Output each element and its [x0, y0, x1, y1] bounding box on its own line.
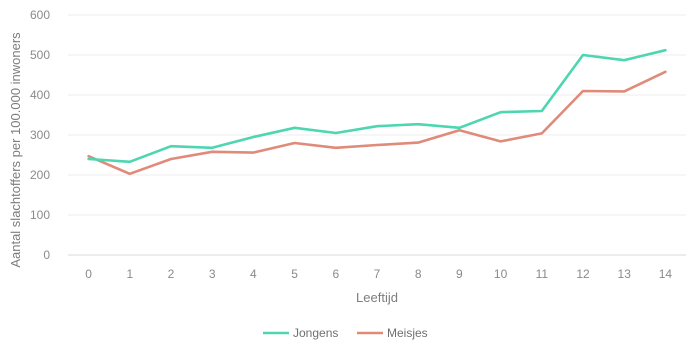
y-tick-label: 100: [30, 208, 50, 222]
x-tick-label: 4: [250, 267, 257, 281]
x-tick-label: 6: [332, 267, 339, 281]
legend-label: Meisjes: [387, 326, 428, 340]
x-tick-label: 5: [291, 267, 298, 281]
legend-item-jongens: Jongens: [263, 326, 338, 340]
x-tick-label: 13: [618, 267, 632, 281]
x-tick-label: 3: [209, 267, 216, 281]
y-axis-title: Aantal slachtoffers per 100.000 inwoners: [8, 32, 23, 268]
x-tick-label: 12: [576, 267, 590, 281]
x-tick-label: 7: [374, 267, 381, 281]
gridlines: [68, 15, 686, 255]
y-tick-label: 600: [30, 8, 50, 22]
x-axis-title: Leeftijd: [356, 290, 398, 305]
y-tick-label: 200: [30, 168, 50, 182]
legend: Jongens Meisjes: [263, 326, 428, 340]
x-tick-label: 14: [659, 267, 673, 281]
x-tick-label: 10: [494, 267, 508, 281]
x-tick-label: 8: [415, 267, 422, 281]
series-line-meisjes: [89, 72, 666, 174]
x-tick-label: 0: [85, 267, 92, 281]
y-tick-label: 500: [30, 48, 50, 62]
legend-label: Jongens: [293, 326, 338, 340]
x-tick-label: 9: [456, 267, 463, 281]
legend-item-meisjes: Meisjes: [357, 326, 428, 340]
y-tick-label: 400: [30, 88, 50, 102]
x-tick-label: 2: [168, 267, 175, 281]
y-tick-label: 300: [30, 128, 50, 142]
series-lines: [89, 50, 666, 174]
y-tick-label: 0: [43, 248, 50, 262]
x-tick-label: 1: [126, 267, 133, 281]
y-axis-tick-labels: 0 100 200 300 400 500 600: [30, 8, 50, 262]
x-tick-label: 11: [536, 267, 549, 281]
